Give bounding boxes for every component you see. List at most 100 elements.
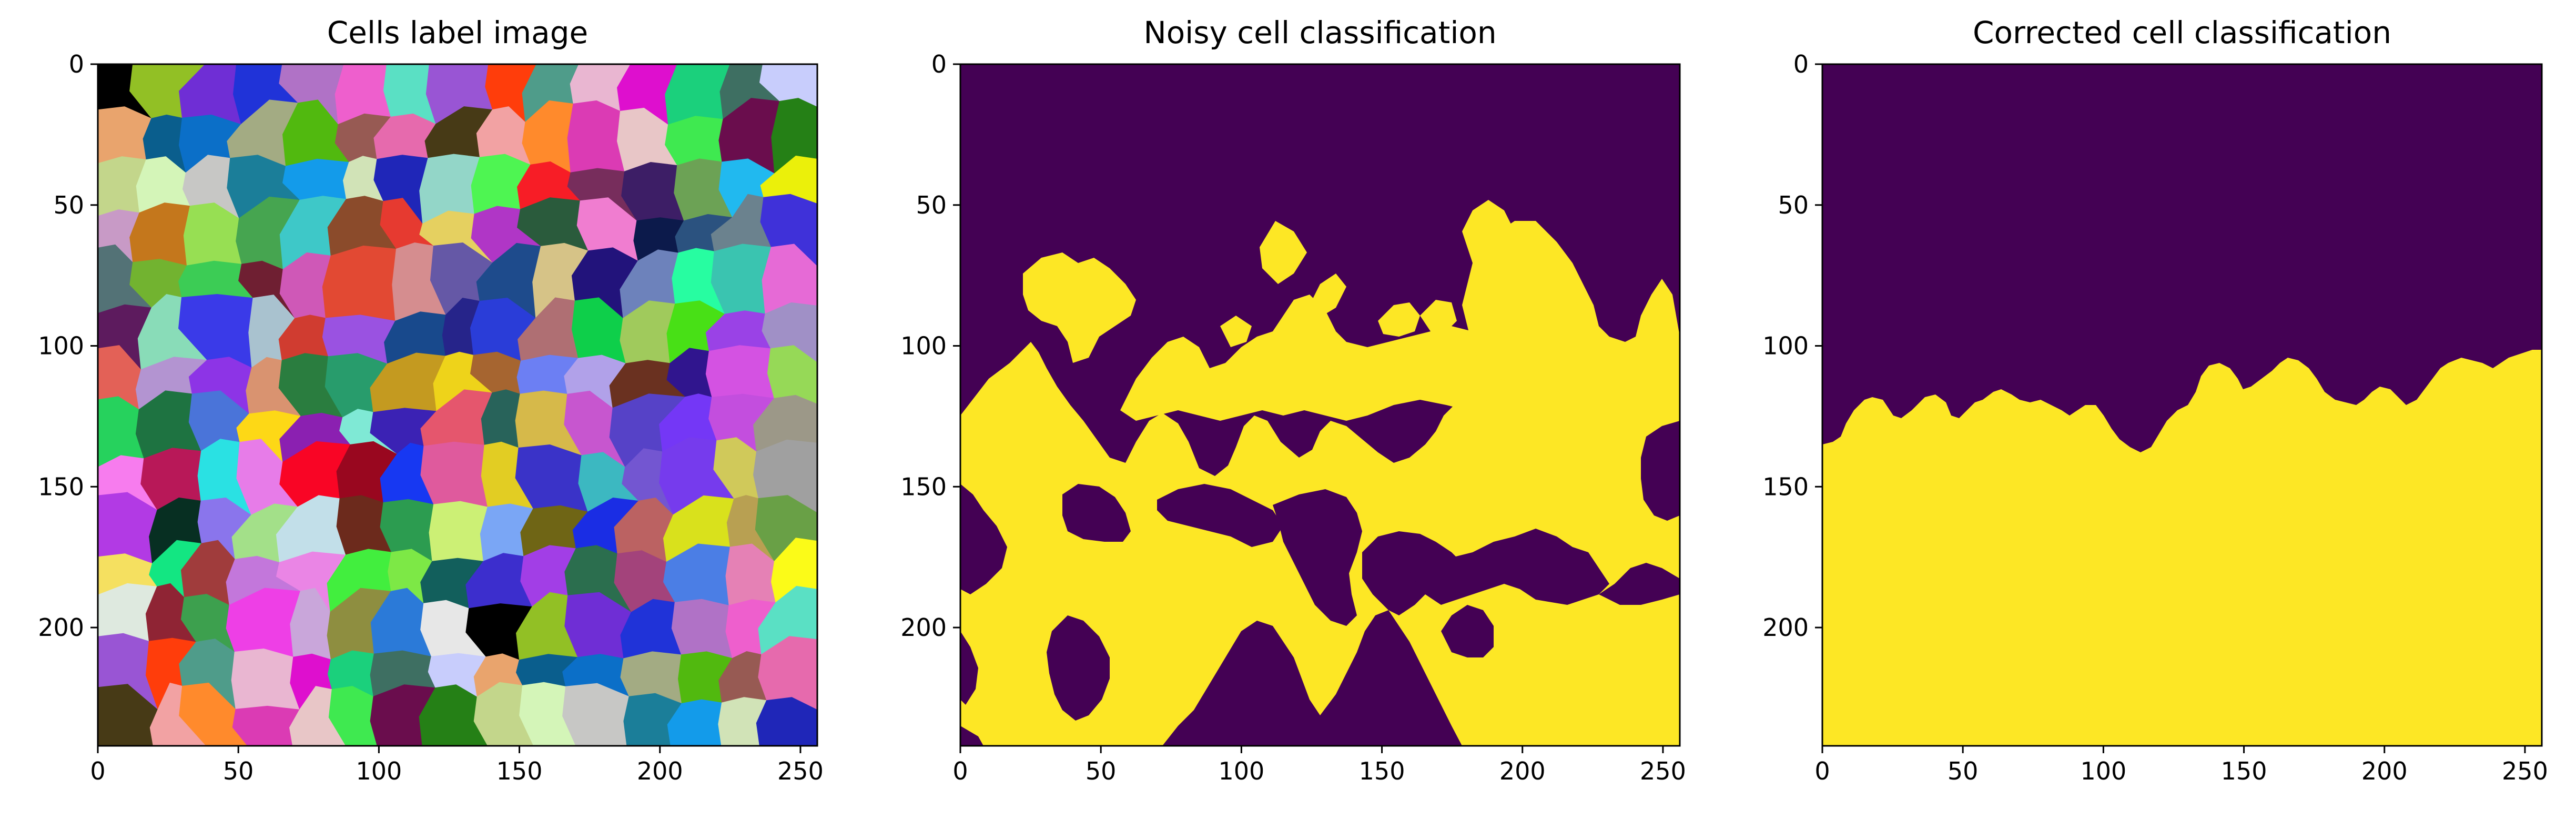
cell-region [419,684,491,746]
cell-region [135,390,205,462]
mask-foreground [1822,350,2542,746]
cell-region [236,439,301,518]
y-tick-label: 150 [900,472,947,501]
cell-region [667,699,725,746]
plot-frame [959,63,1681,747]
mask-image [1822,64,2542,746]
cell-region [429,501,491,564]
y-tick-label: 0 [1793,50,1809,78]
cell-region [98,492,160,566]
axis-ticks: 0 50 100 150 200 250 0 50 100 150 200 [38,50,824,785]
cell-region [718,651,770,706]
cell-region [705,345,777,401]
cell-region [322,315,399,367]
cell-region [98,244,155,317]
cell-region [614,550,678,615]
y-tick-label: 150 [38,472,84,501]
cell-region [384,311,449,367]
y-tick-label: 0 [931,50,947,78]
x-tick-label: 0 [90,757,105,785]
x-tick-label: 100 [1218,757,1264,785]
cell-region [515,444,591,515]
cell-region [532,242,592,321]
cell-region [183,203,245,269]
cell-region [609,393,688,470]
cell-region [480,503,536,564]
cell-region [98,106,155,167]
y-tick-label: 50 [1778,191,1809,219]
cell-region [516,592,581,663]
x-tick-label: 150 [1359,757,1405,785]
cell-region [328,686,380,746]
y-tick-label: 50 [53,191,84,219]
cell-region [517,197,592,254]
cell-region [336,495,394,558]
cell-region [718,98,783,177]
cell-region [420,441,491,510]
cell-region [481,389,523,451]
cell-region [564,390,628,470]
x-tick-label: 200 [637,757,683,785]
x-tick-label: 0 [952,757,968,785]
cell-region [666,348,715,400]
cell-region [759,64,817,110]
cell-region [279,64,347,128]
cell-region [420,389,495,449]
cell-region [758,636,817,713]
cell-region [136,156,193,216]
cell-region [570,64,634,114]
cell-region [232,705,303,746]
cell-region [576,197,641,264]
cell-region [231,649,303,713]
x-tick-label: 250 [777,757,824,785]
cell-region [380,499,437,564]
x-tick-label: 0 [1814,757,1830,785]
cell-region [518,297,582,364]
cell-region [760,155,817,207]
axis-ticks: 0 50 100 150 200 250 0 50 100 150 200 [1762,50,2548,785]
cell-region [621,162,687,224]
plot-frame [1821,63,2543,747]
cell-region [334,64,394,128]
cell-region [771,98,817,177]
cell-region [713,437,762,502]
cell-region [145,583,199,645]
cell-region [666,300,728,367]
cell-region [279,441,353,510]
cell-region [725,543,779,609]
panel-cells-label-image: Cells label image 0 50 100 150 200 250 0 50 100 1… [38,15,824,785]
cell-region [180,594,238,655]
cell-region [522,64,582,125]
cell-region [614,498,676,565]
cell-region [140,448,205,513]
cell-region [188,390,252,454]
cell-region [476,106,534,168]
mask-foreground [960,200,1680,746]
cell-region [282,99,352,169]
panel-corrected-classification: Corrected cell classification 0 50 100 150 2… [1762,15,2548,785]
cell-region [567,100,628,176]
plot-frame [97,63,818,747]
cell-region [767,345,817,407]
panel-noisy-classification: Noisy cell classification [900,15,1686,785]
cell-region [178,294,256,371]
cell-region [665,64,733,128]
cell-region [279,252,334,321]
cell-region [471,154,534,217]
cell-region [756,697,817,746]
panel-title: Noisy cell classification [1143,15,1496,50]
cell-region [718,697,770,746]
cell-region [226,588,303,660]
cell-region [370,588,434,660]
cell-region [179,114,244,176]
cell-region [322,245,399,324]
cell-region [380,198,437,252]
cell-region [383,64,439,127]
cell-region [290,588,334,663]
cell-region [516,355,582,397]
label-image [98,64,817,746]
x-tick-label: 100 [2080,757,2126,785]
panel-title: Cells label image [327,15,588,50]
x-tick-label: 150 [2221,757,2267,785]
